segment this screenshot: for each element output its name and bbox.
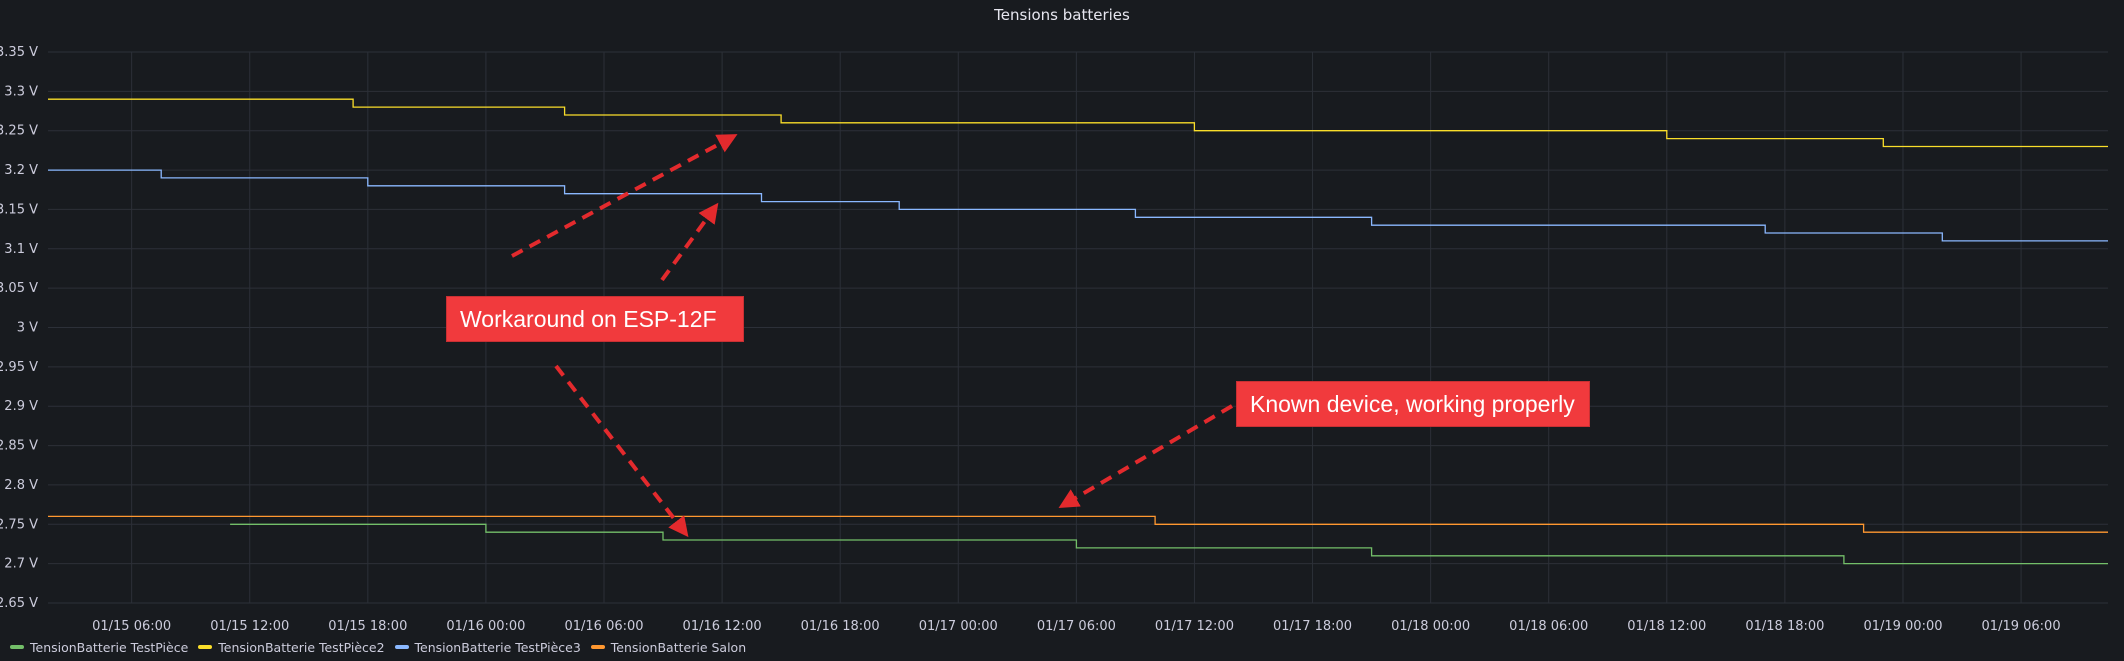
y-tick-label: 2.65 V: [0, 596, 38, 611]
y-tick-label: 2.7 V: [4, 557, 38, 572]
y-tick-label: 2.8 V: [4, 478, 38, 493]
y-tick-label: 3 V: [17, 321, 38, 336]
grid: [48, 51, 2108, 604]
x-tick-label: 01/18 18:00: [1745, 619, 1824, 634]
y-tick-label: 3.35 V: [0, 45, 38, 60]
x-tick-label: 01/16 00:00: [446, 619, 525, 634]
legend-item-salon[interactable]: TensionBatterie Salon: [590, 639, 747, 655]
legend-label: TensionBatterie TestPièce3: [414, 639, 581, 655]
legend-swatch: [10, 645, 24, 649]
legend-item-testpiece[interactable]: TensionBatterie TestPièce: [10, 640, 188, 655]
x-tick-label: 01/15 18:00: [328, 619, 407, 634]
y-tick-label: 2.75 V: [0, 517, 38, 532]
y-tick-label: 3.05 V: [0, 281, 38, 296]
x-tick-label: 01/16 06:00: [564, 619, 643, 634]
legend-item-testpiece3[interactable]: TensionBatterie TestPièce3: [394, 639, 581, 655]
legend-label: TensionBatterie Salon: [610, 639, 747, 655]
series-line: [48, 98, 2108, 148]
y-tick-label: 3.3 V: [4, 84, 38, 99]
x-tick-label: 01/18 12:00: [1627, 619, 1706, 634]
panel-title: Tensions batteries: [994, 6, 1130, 24]
legend-label: TensionBatterie TestPièce2: [218, 639, 385, 655]
y-axis: 2.65 V 2.7 V 2.75 V 2.8 V 2.85 V 2.9 V 2.95 V 3…: [0, 45, 38, 611]
annotation-arrow: [1058, 404, 1234, 509]
legend: TensionBatterie TestPièce TensionBatteri…: [10, 639, 756, 655]
x-tick-label: 01/17 12:00: [1155, 619, 1234, 634]
y-tick-label: 2.9 V: [4, 399, 38, 414]
y-tick-label: 3.15 V: [0, 202, 38, 217]
series-line: [48, 169, 2108, 242]
series-line: [230, 523, 2108, 565]
series-line: [48, 515, 2108, 533]
y-tick-label: 3.1 V: [4, 242, 38, 257]
x-tick-label: 01/16 18:00: [801, 619, 880, 634]
x-tick-label: 01/17 00:00: [919, 619, 998, 634]
legend-swatch: [394, 645, 409, 649]
y-tick-label: 3.2 V: [4, 163, 38, 178]
annotation-arrow: [660, 202, 719, 282]
annotation-arrow: [554, 364, 689, 538]
legend-swatch: [198, 645, 213, 649]
legend-label: TensionBatterie TestPièce: [30, 639, 189, 655]
annotation-workaround: Workaround on ESP-12F: [446, 296, 744, 342]
x-tick-label: 01/15 12:00: [210, 619, 289, 634]
y-tick-label: 2.85 V: [0, 439, 38, 454]
x-tick-label: 01/19 00:00: [1863, 619, 1942, 634]
annotation-known-device: Known device, working properly: [1236, 381, 1590, 427]
x-tick-label: 01/17 06:00: [1037, 619, 1116, 634]
y-tick-label: 3.25 V: [0, 124, 38, 139]
x-tick-label: 01/19 06:00: [1982, 619, 2061, 634]
x-tick-label: 01/17 18:00: [1273, 619, 1352, 634]
annotation-arrows: [511, 134, 1234, 538]
legend-swatch: [590, 645, 605, 649]
x-tick-label: 01/18 06:00: [1509, 619, 1588, 634]
x-tick-label: 01/18 00:00: [1391, 619, 1470, 634]
x-tick-label: 01/16 12:00: [683, 619, 762, 634]
series-lines: [48, 98, 2108, 565]
legend-item-testpiece2[interactable]: TensionBatterie TestPièce2: [198, 639, 385, 655]
x-tick-label: 01/15 06:00: [92, 619, 171, 634]
x-axis: 01/15 06:00 01/15 12:00 01/15 18:00 01/16 0…: [92, 619, 2060, 634]
y-tick-label: 2.95 V: [0, 360, 38, 375]
annotation-arrow: [511, 134, 738, 258]
